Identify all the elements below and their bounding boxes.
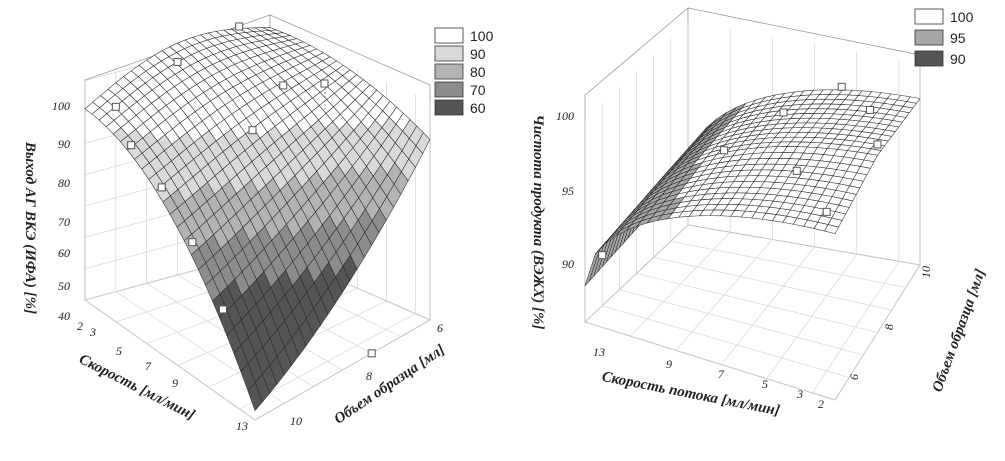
floor-gridline — [687, 224, 921, 266]
left-legend: 100 90 80 70 60 — [434, 27, 494, 116]
left-legend-swatch-90 — [434, 45, 464, 62]
floor-gridline — [653, 257, 892, 311]
right-x-axis-label: Скорость потока [мл/мин] — [600, 369, 781, 419]
left-legend-swatch-70 — [434, 81, 464, 98]
left-ztick-80: 80 — [58, 176, 70, 190]
left-legend-label-100: 100 — [470, 28, 494, 44]
data-point-marker — [720, 146, 729, 155]
left-ztick-40: 40 — [58, 309, 70, 323]
floor-gridline — [619, 289, 864, 356]
data-point-marker — [792, 166, 801, 175]
data-point-marker — [779, 108, 788, 117]
left-surface-mesh — [84, 27, 431, 412]
left-xtick-5: 5 — [116, 344, 122, 358]
data-point-marker — [127, 141, 136, 150]
data-point-marker — [188, 238, 197, 247]
right-ztick-95: 95 — [562, 184, 574, 198]
left-legend-label-80: 80 — [470, 64, 486, 80]
floor-gridline — [84, 299, 256, 421]
right-legend-swatch-95 — [914, 29, 944, 46]
right-legend-label-90: 90 — [950, 51, 966, 67]
left-xtick-2: 2 — [77, 319, 83, 333]
right-z-axis-label: Чистота продукта (ВЭЖХ) [%] — [530, 114, 546, 329]
floor-gridline — [636, 273, 878, 333]
left-surface-chart: 100 90 80 70 60 50 40 2 3 5 7 9 13 10 8 … — [22, 14, 494, 433]
data-point-marker — [598, 251, 607, 260]
left-ztick-90: 90 — [58, 137, 70, 151]
left-legend-swatch-100 — [434, 27, 464, 44]
left-xtick-13: 13 — [236, 419, 248, 433]
floor-gridline — [670, 240, 906, 288]
right-legend-swatch-90 — [914, 50, 944, 67]
right-xtick-5: 5 — [762, 377, 768, 391]
left-legend-swatch-80 — [434, 63, 464, 80]
data-point-marker — [157, 183, 166, 192]
left-ztick-60: 60 — [58, 246, 70, 260]
right-ztick-90: 90 — [562, 257, 574, 271]
left-ytick-10: 10 — [290, 414, 302, 428]
surface-cell — [247, 381, 263, 412]
left-ztick-50: 50 — [58, 279, 70, 293]
right-surface-mesh — [584, 89, 921, 287]
right-xtick-13: 13 — [593, 345, 605, 359]
left-ytick-8: 8 — [366, 369, 372, 383]
floor-gridline — [602, 305, 850, 378]
right-legend-swatch-100 — [914, 8, 944, 25]
right-ztick-100: 100 — [556, 109, 574, 123]
data-point-marker — [279, 81, 288, 90]
data-point-marker — [173, 57, 182, 66]
data-point-marker — [822, 207, 831, 216]
left-point-top-marker — [320, 79, 329, 88]
right-ytick-10: 10 — [919, 266, 933, 278]
left-ytick-6: 6 — [437, 321, 443, 335]
left-data-points — [111, 22, 376, 358]
right-xtick-3: 3 — [796, 387, 803, 401]
right-legend-label-100: 100 — [950, 9, 974, 25]
right-data-points — [598, 82, 882, 260]
left-xtick-3: 3 — [89, 325, 96, 339]
data-point-marker — [837, 82, 846, 91]
data-point-marker — [866, 105, 875, 114]
data-point-marker — [873, 140, 882, 149]
left-legend-swatch-60 — [434, 99, 464, 116]
left-xtick-7: 7 — [145, 359, 152, 373]
left-legend-label-70: 70 — [470, 82, 486, 98]
left-xtick-9: 9 — [172, 376, 178, 390]
right-y-axis-label: Объем образца [мл] — [930, 267, 989, 394]
left-ztick-100: 100 — [52, 99, 70, 113]
right-ytick-8: 8 — [882, 324, 896, 330]
right-legend: 100 95 90 — [914, 8, 974, 67]
left-legend-label-90: 90 — [470, 46, 486, 62]
surface-cell — [824, 224, 839, 234]
left-z-axis-label: Выход АГ ВКЭ (ИФА) [%] — [22, 141, 38, 314]
right-xtick-7: 7 — [718, 367, 725, 381]
left-ztick-70: 70 — [58, 215, 70, 229]
right-legend-label-95: 95 — [950, 30, 966, 46]
data-point-marker — [218, 305, 227, 314]
right-surface-chart: 100 95 90 13 9 7 5 3 2 6 8 10 Чистота пр… — [530, 7, 989, 419]
data-point-marker — [111, 102, 120, 111]
right-xtick-2: 2 — [818, 397, 824, 411]
data-point-marker — [248, 126, 257, 135]
right-xtick-9: 9 — [666, 357, 672, 371]
right-ytick-6: 6 — [847, 374, 861, 380]
data-point-marker — [367, 349, 376, 358]
data-point-marker — [235, 22, 244, 31]
left-legend-label-60: 60 — [470, 100, 486, 116]
floor-gridline — [584, 321, 836, 401]
